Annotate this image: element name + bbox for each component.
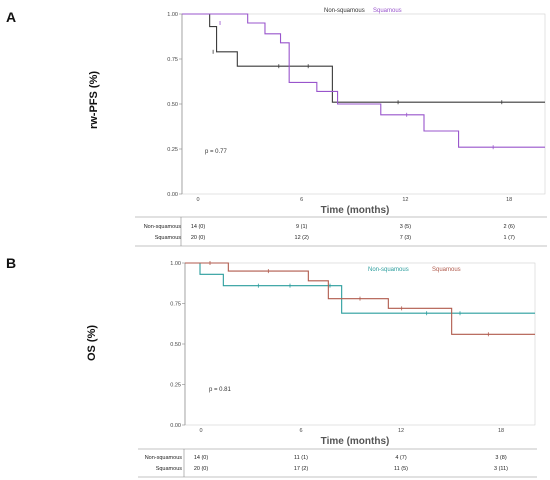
panel-a: A rw-PFS (%) Time (months) p = 0.77 Non-… bbox=[6, 8, 547, 247]
panel-a-letter: A bbox=[6, 9, 16, 25]
panel-b-x-tick-label: 12 bbox=[398, 428, 404, 434]
panel-a-x-tick-label: 0 bbox=[196, 197, 199, 203]
panel-b-plot: 0.00 0.25 0.50 0.75 1.00 0 6 12 18 bbox=[170, 261, 536, 434]
panel-b-y-tick-label: 0.50 bbox=[170, 342, 181, 348]
panel-b-squamous-curve bbox=[185, 262, 535, 335]
panel-a-legend: Non-squamous Squamous bbox=[324, 8, 402, 14]
panel-a-risk-cell-squamous: 12 (2) bbox=[295, 235, 310, 241]
panel-b-risk-cell-squamous: 11 (5) bbox=[394, 466, 408, 472]
panel-a-y-tick-label: 0.50 bbox=[167, 102, 178, 108]
panel-b-risk-cell-non-squamous: 11 (1) bbox=[294, 455, 308, 461]
panel-b-y-tick-label: 0.25 bbox=[170, 383, 181, 389]
panel-a-risk-row-label-non-squamous: Non-squamous bbox=[144, 224, 182, 230]
panel-b-risk-table: Non-squamous 14 (0) 11 (1) 4 (7) 3 (8) Squamo… bbox=[138, 448, 537, 478]
panel-b-non-squamous-curve bbox=[185, 262, 535, 314]
panel-b-risk-cell-squamous: 3 (11) bbox=[494, 466, 508, 472]
panel-a-x-tick-label: 6 bbox=[300, 197, 303, 203]
panel-a-x-axis-label: Time (months) bbox=[321, 205, 390, 216]
panel-b-risk-cell-non-squamous: 14 (0) bbox=[194, 455, 209, 461]
panel-a-y-tick-label: 0.25 bbox=[167, 147, 178, 153]
panel-a-risk-row-label-squamous: Squamous bbox=[155, 235, 182, 241]
panel-a-legend-non-squamous: Non-squamous bbox=[324, 8, 365, 14]
panel-b-letter: B bbox=[6, 255, 16, 271]
panel-a-risk-cell-squamous: 7 (3) bbox=[400, 235, 411, 241]
panel-b-legend-non-squamous: Non-squamous bbox=[368, 267, 409, 273]
panel-a-legend-squamous: Squamous bbox=[373, 8, 402, 14]
panel-a-y-axis-label: rw-PFS (%) bbox=[88, 71, 100, 129]
panel-a-risk-cell-non-squamous: 3 (5) bbox=[400, 224, 411, 230]
panel-a-y-tick-label: 0.00 bbox=[167, 192, 178, 198]
panel-b-y-tick-label: 1.00 bbox=[170, 261, 181, 267]
panel-a-y-tick-label: 0.75 bbox=[167, 57, 178, 63]
panel-b-x-tick-label: 6 bbox=[299, 428, 302, 434]
panel-b-legend: Non-squamous Squamous bbox=[368, 267, 461, 273]
panel-b-plot-frame bbox=[184, 262, 536, 426]
panel-a-risk-cell-squamous: 1 (7) bbox=[503, 235, 514, 241]
panel-b-risk-cell-squamous: 20 (0) bbox=[194, 466, 209, 472]
panel-a-x-tick-label: 18 bbox=[506, 197, 512, 203]
panel-a-risk-cell-non-squamous: 14 (0) bbox=[191, 224, 206, 230]
panel-b-x-axis-label: Time (months) bbox=[321, 436, 390, 447]
panel-a-y-tick-label: 1.00 bbox=[167, 12, 178, 18]
panel-a-plot: 0.00 0.25 0.50 0.75 1.00 0 6 12 18 bbox=[167, 12, 546, 203]
panel-a-x-tick-label: 12 bbox=[402, 197, 408, 203]
panel-b-x-tick-label: 18 bbox=[498, 428, 504, 434]
panel-b-x-tick-label: 0 bbox=[199, 428, 202, 434]
panel-a-non-squamous-curve bbox=[182, 13, 545, 103]
panel-a-risk-table: Non-squamous 14 (0) 9 (1) 3 (5) 2 (6) Squamou… bbox=[135, 216, 547, 247]
panel-b-risk-row-label-non-squamous: Non-squamous bbox=[145, 455, 183, 461]
panel-b-legend-squamous: Squamous bbox=[432, 267, 461, 273]
panel-b: B OS (%) Time (months) p = 0.81 Non-squa… bbox=[6, 255, 537, 478]
panel-b-y-axis-label: OS (%) bbox=[86, 325, 98, 361]
panel-b-y-tick-label: 0.75 bbox=[170, 302, 181, 308]
panel-b-risk-row-label-squamous: Squamous bbox=[156, 466, 183, 472]
panel-b-y-tick-label: 0.00 bbox=[170, 423, 181, 429]
panel-a-risk-cell-non-squamous: 9 (1) bbox=[296, 224, 307, 230]
panel-b-p-value: p = 0.81 bbox=[209, 387, 232, 393]
panel-a-p-value: p = 0.77 bbox=[205, 149, 228, 155]
panel-a-squamous-curve bbox=[182, 13, 545, 148]
panel-b-risk-cell-non-squamous: 4 (7) bbox=[395, 455, 406, 461]
panel-a-risk-cell-non-squamous: 2 (6) bbox=[503, 224, 514, 230]
panel-b-risk-cell-squamous: 17 (2) bbox=[294, 466, 309, 472]
panel-a-risk-cell-squamous: 20 (0) bbox=[191, 235, 206, 241]
panel-b-risk-cell-non-squamous: 3 (8) bbox=[495, 455, 506, 461]
